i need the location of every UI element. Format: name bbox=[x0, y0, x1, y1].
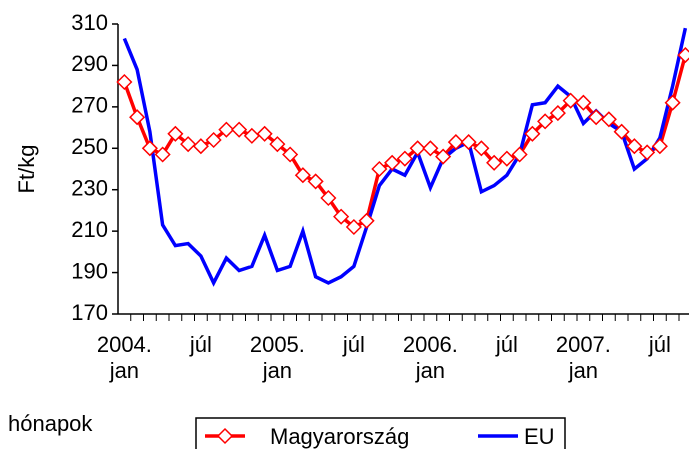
marker bbox=[473, 140, 490, 157]
x-tick-label: 2005. jan bbox=[249, 332, 305, 383]
marker bbox=[626, 138, 643, 155]
marker bbox=[677, 47, 689, 64]
legend-marker bbox=[216, 427, 234, 445]
marker bbox=[396, 150, 413, 167]
marker bbox=[549, 105, 566, 122]
y-tick-label: 310 bbox=[71, 10, 108, 35]
y-axis-label: Ft/kg bbox=[14, 145, 39, 194]
marker bbox=[180, 136, 197, 153]
marker bbox=[639, 144, 656, 161]
marker bbox=[231, 121, 248, 138]
marker bbox=[613, 123, 630, 140]
y-tick-label: 170 bbox=[71, 300, 108, 325]
x-tick-label: júl bbox=[495, 332, 518, 357]
marker bbox=[358, 212, 375, 229]
marker bbox=[371, 160, 388, 178]
x-tick-label: 2007. jan bbox=[555, 332, 611, 383]
legend-label: Magyarország bbox=[270, 424, 409, 449]
marker bbox=[192, 138, 209, 155]
x-tick-label: júl bbox=[648, 332, 671, 357]
marker bbox=[511, 146, 528, 163]
marker bbox=[218, 121, 235, 138]
marker bbox=[243, 127, 260, 144]
marker bbox=[333, 208, 350, 225]
marker bbox=[307, 173, 324, 190]
marker bbox=[460, 134, 477, 151]
x-tick-label: júl bbox=[189, 332, 212, 357]
marker bbox=[447, 134, 464, 151]
y-tick-label: 210 bbox=[71, 217, 108, 242]
marker bbox=[116, 73, 133, 91]
marker bbox=[256, 125, 273, 142]
y-tick-label: 230 bbox=[71, 176, 108, 201]
marker bbox=[537, 113, 554, 130]
y-tick-label: 290 bbox=[71, 51, 108, 76]
marker bbox=[269, 136, 286, 153]
marker bbox=[575, 94, 592, 111]
marker bbox=[167, 125, 184, 142]
marker bbox=[154, 146, 171, 163]
marker bbox=[600, 111, 617, 128]
marker bbox=[524, 125, 541, 142]
marker bbox=[486, 154, 503, 171]
marker bbox=[205, 131, 222, 149]
marker bbox=[282, 146, 299, 163]
marker bbox=[141, 140, 158, 157]
marker bbox=[294, 167, 311, 184]
marker bbox=[498, 150, 515, 167]
marker bbox=[562, 92, 579, 109]
legend-box bbox=[195, 417, 566, 449]
marker bbox=[320, 189, 337, 207]
y-tick-label: 270 bbox=[71, 93, 108, 118]
x-tick-label: 2004. jan bbox=[96, 332, 152, 383]
y-tick-label: 250 bbox=[71, 134, 108, 159]
y-tick-label: 190 bbox=[71, 258, 108, 283]
legend-label: EU bbox=[524, 424, 555, 449]
marker bbox=[345, 218, 362, 236]
x-axis-label: hónapok bbox=[8, 411, 93, 436]
marker bbox=[664, 94, 681, 111]
x-tick-label: júl bbox=[342, 332, 365, 357]
marker bbox=[588, 109, 605, 126]
marker bbox=[129, 109, 146, 126]
marker bbox=[409, 140, 426, 157]
marker bbox=[435, 148, 452, 165]
x-tick-label: 2006. jan bbox=[402, 332, 458, 383]
marker bbox=[384, 154, 401, 171]
marker bbox=[422, 140, 439, 157]
marker bbox=[651, 138, 668, 155]
